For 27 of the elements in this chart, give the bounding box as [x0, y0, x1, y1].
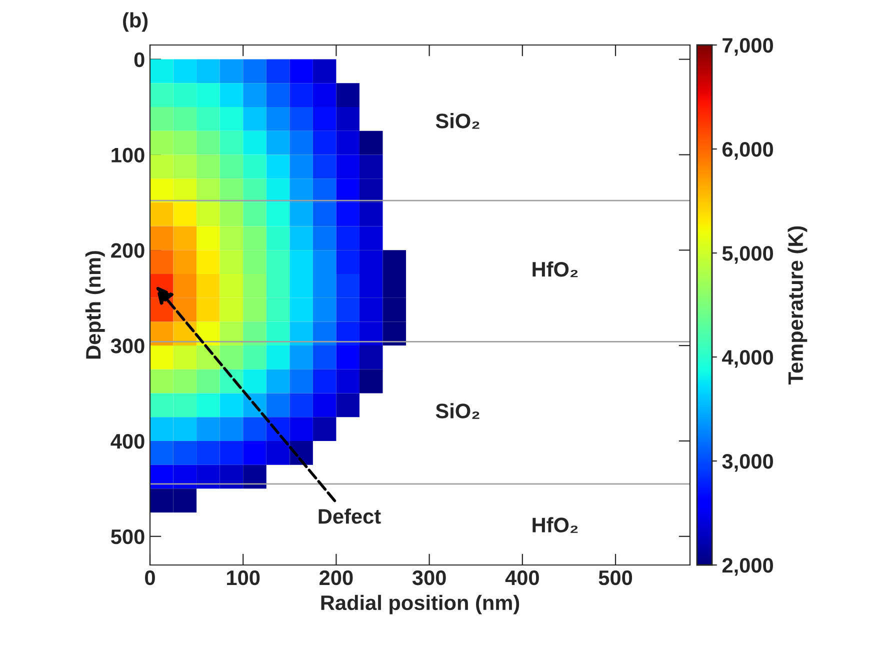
annotation: SiO₂ [436, 403, 480, 419]
color-bar-label: 6,000 [722, 142, 773, 160]
color-bar-label: 4,000 [722, 350, 773, 368]
y-tick-label: 400 [110, 434, 144, 449]
annotation: SiO₂ [436, 113, 480, 129]
y-tick-label: 300 [110, 338, 144, 354]
color-bar-label: 2,000 [722, 558, 773, 576]
x-tick-label: 300 [412, 570, 446, 586]
y-tick-label: 500 [111, 529, 144, 544]
x-tick-label: 100 [227, 570, 260, 586]
y-axis-title: Depth (nm) [85, 251, 105, 359]
x-tick-label: 0 [145, 570, 155, 586]
y-tick-label: 100 [112, 148, 144, 162]
annotation: HfO₂ [532, 517, 578, 533]
y-tick-label: 0 [134, 52, 144, 68]
x-tick-label: 500 [598, 570, 632, 586]
x-tick-label: 200 [320, 570, 353, 586]
y-tick-label: 200 [111, 243, 144, 258]
color-bar-label: 7,000 [722, 38, 773, 56]
x-axis-title: Radial position (nm) [321, 594, 520, 614]
color-bar-label: 5,000 [722, 246, 773, 264]
annotation: Defect [318, 508, 381, 524]
color-bar-title: Temperature (K) [788, 226, 808, 384]
x-tick-label: 400 [505, 570, 539, 586]
color-bar-label: 3,000 [722, 454, 773, 472]
annotation: HfO₂ [532, 261, 578, 278]
text: (b) [123, 12, 148, 32]
